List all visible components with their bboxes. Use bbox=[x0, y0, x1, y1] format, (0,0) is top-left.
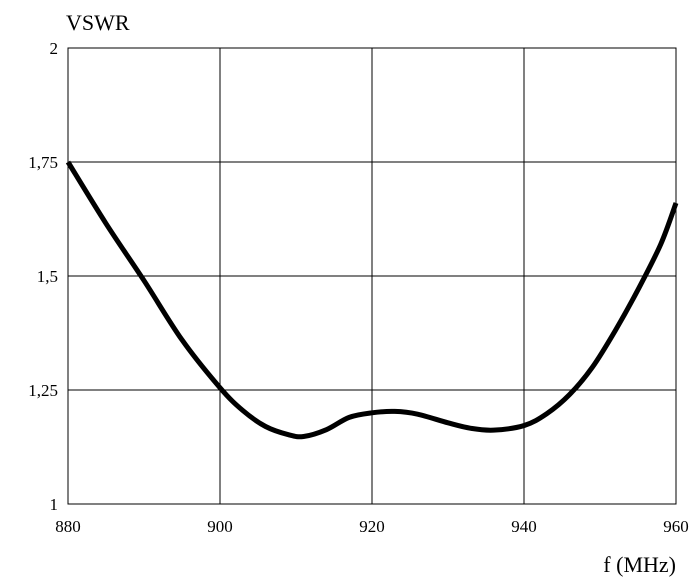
y-tick-label: 1,25 bbox=[28, 381, 58, 400]
plot-frame bbox=[67, 47, 677, 505]
x-tick-label: 940 bbox=[511, 517, 537, 536]
y-tick-label: 1,75 bbox=[28, 153, 58, 172]
y-tick-label: 1,5 bbox=[37, 267, 58, 286]
y-tick-label: 1 bbox=[50, 495, 59, 514]
x-tick-label: 880 bbox=[55, 517, 81, 536]
y-tick-labels: 1 1,25 1,5 1,75 2 bbox=[28, 39, 58, 514]
y-axis-label: VSWR bbox=[66, 10, 130, 35]
x-tick-labels: 880 900 920 940 960 bbox=[55, 517, 689, 536]
vswr-series-line bbox=[65, 160, 679, 440]
x-tick-label: 960 bbox=[663, 517, 689, 536]
grid bbox=[67, 47, 677, 505]
x-axis-label: f (MHz) bbox=[603, 552, 676, 577]
x-tick-label: 900 bbox=[207, 517, 233, 536]
series-group bbox=[65, 160, 679, 440]
x-tick-label: 920 bbox=[359, 517, 385, 536]
y-tick-label: 2 bbox=[50, 39, 59, 58]
